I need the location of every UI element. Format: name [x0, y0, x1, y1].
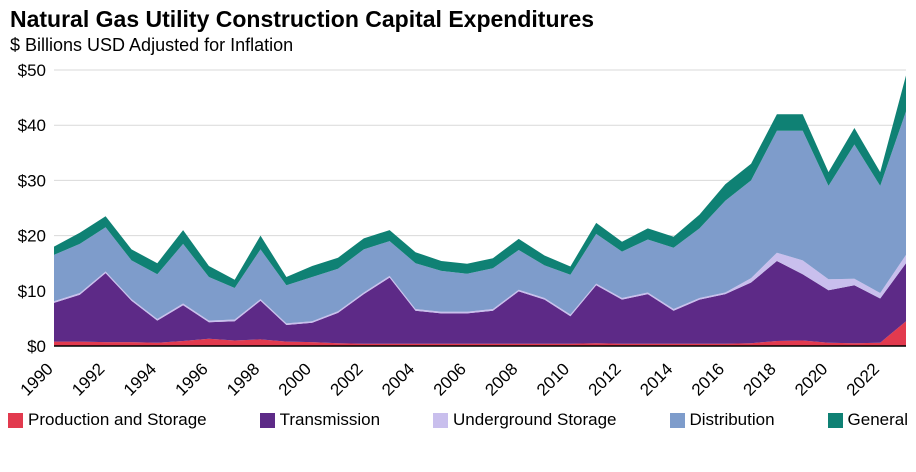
x-axis-tick: 2004 — [378, 360, 418, 400]
area-transmission — [54, 261, 906, 345]
x-axis-tick: 2014 — [636, 360, 676, 400]
area-general — [54, 75, 906, 289]
chart-legend: Production and Storage Transmission Underg… — [0, 410, 916, 430]
x-axis-tick: 2012 — [585, 360, 625, 400]
x-axis-tick: 2022 — [843, 360, 883, 400]
legend-label: Distribution — [689, 410, 775, 430]
stacked-area-chart: $0 $10 $20 $30 $40 $50 1990 1992 1994 1996 1998 200… — [0, 58, 916, 410]
y-axis-tick: $30 — [18, 172, 46, 191]
x-axis-tick: 2002 — [326, 360, 366, 400]
chart-canvas: $0 $10 $20 $30 $40 $50 1990 1992 1994 1996 1998 200… — [17, 61, 906, 400]
area-distribution — [54, 111, 906, 324]
legend-item-production-and-storage: Production and Storage — [8, 410, 207, 430]
x-axis-tick: 1990 — [17, 360, 57, 400]
legend-label: Underground Storage — [453, 410, 617, 430]
y-axis-tick: $40 — [18, 117, 46, 136]
legend-swatch-transmission — [259, 412, 275, 428]
legend-swatch-general — [827, 412, 843, 428]
legend-swatch-underground-storage — [433, 412, 449, 428]
legend-item-general: General — [827, 410, 908, 430]
legend-item-underground-storage: Underground Storage — [433, 410, 617, 430]
legend-label: General — [847, 410, 908, 430]
chart-title: Natural Gas Utility Construction Capital… — [10, 6, 595, 32]
y-axis-tick: $20 — [18, 227, 46, 246]
legend-item-distribution: Distribution — [669, 410, 775, 430]
x-axis-tick: 2000 — [275, 360, 315, 400]
legend-item-transmission: Transmission — [259, 410, 381, 430]
x-axis-tick: 1992 — [68, 360, 108, 400]
x-axis-tick: 2006 — [430, 360, 470, 400]
x-axis-tick: 2018 — [740, 360, 780, 400]
legend-swatch-distribution — [669, 412, 685, 428]
y-axis-tick: $50 — [18, 61, 46, 80]
chart-subtitle: $ Billions USD Adjusted for Inflation — [10, 35, 294, 56]
x-axis-tick: 2020 — [791, 360, 831, 400]
legend-swatch-production-and-storage — [8, 412, 23, 428]
x-axis-tick: 2010 — [533, 360, 573, 400]
legend-label: Production and Storage — [28, 410, 207, 430]
x-axis-tick: 2016 — [688, 360, 728, 400]
chart-header: Natural Gas Utility Construction Capital… — [0, 0, 916, 56]
x-axis-tick: 1994 — [120, 360, 160, 400]
y-axis-tick: $10 — [18, 282, 46, 301]
area-production-and-storage — [54, 321, 906, 347]
y-axis-tick: $0 — [27, 337, 46, 356]
x-axis-tick: 2008 — [481, 360, 521, 400]
x-axis-tick: 1998 — [223, 360, 263, 400]
legend-label: Transmission — [279, 410, 381, 430]
x-axis-tick: 1996 — [172, 360, 212, 400]
area-underground-storage — [54, 253, 906, 326]
